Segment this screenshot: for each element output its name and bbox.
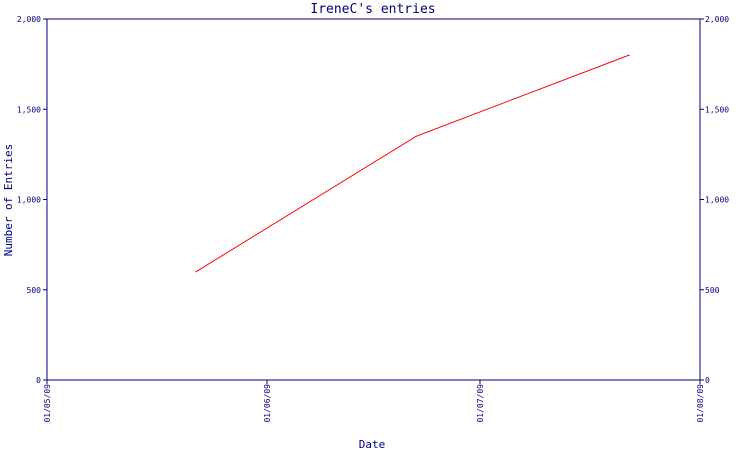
data-point (628, 54, 630, 56)
y-tick-label-left: 500 (27, 286, 42, 295)
x-tick-label: 01/05/09 (43, 384, 52, 423)
data-point (415, 135, 417, 137)
data-point (195, 271, 197, 273)
x-tick-label: 01/08/09 (696, 384, 705, 423)
plot-area-frame (46, 18, 701, 381)
y-tick-label-right: 0 (705, 376, 710, 385)
y-tick-label-left: 1,000 (17, 196, 41, 205)
chart-title: IreneC's entries (310, 2, 435, 17)
series-line (195, 54, 630, 273)
y-tick-label-right: 500 (705, 286, 720, 295)
y-tick-label-right: 1,000 (705, 196, 729, 205)
y-tick-label-right: 2,000 (705, 15, 729, 24)
x-axis: 01/05/09 01/06/09 01/07/09 01/08/09 (43, 380, 705, 423)
y-axis-right: 0 500 1,000 1,500 2,000 (700, 15, 729, 385)
x-axis-label: Date (359, 438, 386, 450)
y-tick-label-left: 1,500 (17, 105, 41, 114)
x-tick-label: 01/06/09 (263, 384, 272, 423)
y-axis-left: 0 500 1,000 1,500 2,000 (17, 15, 47, 385)
series-group (195, 54, 630, 273)
y-tick-label-left: 0 (36, 376, 41, 385)
y-tick-label-right: 1,500 (705, 105, 729, 114)
y-tick-label-left: 2,000 (17, 15, 41, 24)
x-tick-label: 01/07/09 (476, 384, 485, 423)
y-axis-label: Number of Entries (2, 144, 15, 257)
